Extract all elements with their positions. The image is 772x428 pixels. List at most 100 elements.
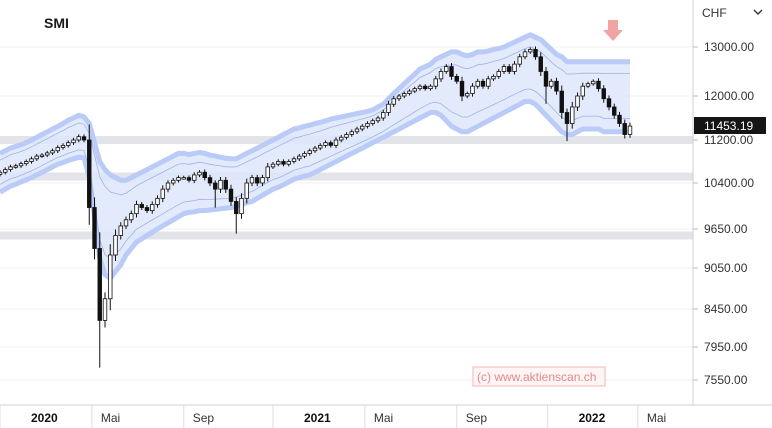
y-tick-label: 13000.00 — [704, 40, 754, 54]
candle-body — [123, 219, 129, 227]
candle-body — [18, 163, 24, 167]
candle-body — [60, 144, 66, 148]
x-tick-label: 2020 — [31, 411, 58, 425]
candle-body — [333, 139, 339, 146]
candle-body — [213, 182, 218, 190]
candle-body — [402, 93, 407, 97]
candle-body — [428, 85, 433, 90]
candle-body — [223, 179, 228, 190]
candle-body — [207, 177, 213, 184]
y-tick-label: 7550.00 — [704, 373, 748, 387]
candle-body — [601, 88, 606, 100]
candle-body — [360, 125, 365, 130]
watermark: (c) www.aktienscan.ch — [472, 366, 606, 387]
candle-body — [344, 134, 349, 138]
candle-body — [307, 150, 312, 154]
channel-inner-upper-line — [0, 46, 630, 196]
candle-body — [150, 204, 155, 211]
candle-body — [228, 188, 234, 202]
candle-body — [102, 298, 108, 321]
candle-body — [370, 120, 375, 124]
y-axis-ticks: 13000.00 12000.00 11200.00 10400.00 9650.00 9… — [693, 40, 754, 387]
candle-body — [108, 254, 113, 300]
candle-body — [144, 207, 150, 212]
candle-body — [339, 136, 344, 141]
candle-body — [585, 83, 591, 87]
candle-body — [129, 213, 134, 221]
candle-body — [291, 158, 297, 162]
candle-body — [501, 66, 507, 72]
candle-body — [171, 179, 176, 184]
currency-dropdown-button[interactable] — [753, 9, 763, 15]
candle-body — [396, 95, 402, 100]
candle-body — [444, 66, 449, 72]
candle-body — [375, 117, 381, 122]
candle-body — [570, 106, 575, 124]
y-tick-label: 7950.00 — [704, 340, 748, 354]
candle-body — [255, 177, 260, 184]
channel-inner-lower-line — [0, 88, 630, 259]
support-band — [0, 231, 693, 240]
candle-body — [45, 152, 50, 156]
candle-body — [297, 155, 302, 160]
candle-body — [543, 71, 549, 87]
chart-title: SMI — [44, 15, 69, 31]
candle-body — [318, 144, 323, 149]
candle-body — [423, 85, 428, 90]
candle-body — [554, 80, 559, 92]
y-tick-label: 12000.00 — [704, 89, 754, 103]
candle-body — [617, 114, 622, 124]
candle-body — [176, 177, 181, 181]
candle-body — [528, 49, 533, 53]
y-tick-label: 8450.00 — [704, 302, 748, 316]
candle-body — [281, 161, 286, 165]
candle-body — [328, 142, 333, 146]
candle-body — [118, 225, 123, 236]
last-price-value: 11453.19 — [704, 119, 753, 133]
candle-body — [596, 80, 601, 90]
candle-body — [202, 171, 207, 179]
channel-lower-line — [0, 99, 630, 281]
candle-body — [496, 71, 501, 77]
candle-body — [92, 207, 97, 249]
candle-body — [50, 150, 55, 154]
candle-body — [239, 197, 244, 215]
x-tick-label: Mai — [647, 411, 666, 425]
candle-body — [218, 179, 223, 190]
candle-body — [3, 169, 8, 173]
candle-body — [55, 147, 60, 152]
candle-body — [323, 142, 328, 146]
candle-body — [512, 63, 517, 72]
candle-body — [591, 80, 596, 85]
candle-body — [24, 161, 29, 165]
candle-body — [433, 78, 438, 87]
candle-body — [564, 112, 570, 124]
candle-body — [81, 136, 87, 141]
candle-body — [517, 56, 522, 65]
candle-body — [39, 154, 45, 157]
channel-upper-line — [0, 32, 630, 183]
candle-body — [34, 155, 39, 160]
candle-body — [197, 171, 202, 176]
candle-body — [0, 171, 3, 175]
candle-body — [286, 161, 291, 165]
y-tick-label: 9050.00 — [704, 261, 748, 275]
candle-body — [302, 153, 307, 157]
candle-body — [412, 88, 417, 92]
candle-body — [312, 147, 318, 152]
candle-body — [533, 49, 538, 58]
candle-body — [622, 123, 627, 135]
candle-body — [522, 51, 528, 58]
candle-body — [354, 128, 360, 133]
candle-body — [249, 177, 255, 184]
candle-body — [13, 165, 18, 168]
candle-body — [155, 197, 160, 205]
candle-body — [480, 80, 486, 87]
x-tick-label: Mai — [101, 411, 120, 425]
x-tick-label: 2021 — [304, 411, 331, 425]
y-tick-label: 10400.00 — [704, 176, 754, 190]
candle-body — [244, 182, 249, 199]
candle-body — [270, 163, 276, 168]
candle-body — [66, 142, 71, 146]
